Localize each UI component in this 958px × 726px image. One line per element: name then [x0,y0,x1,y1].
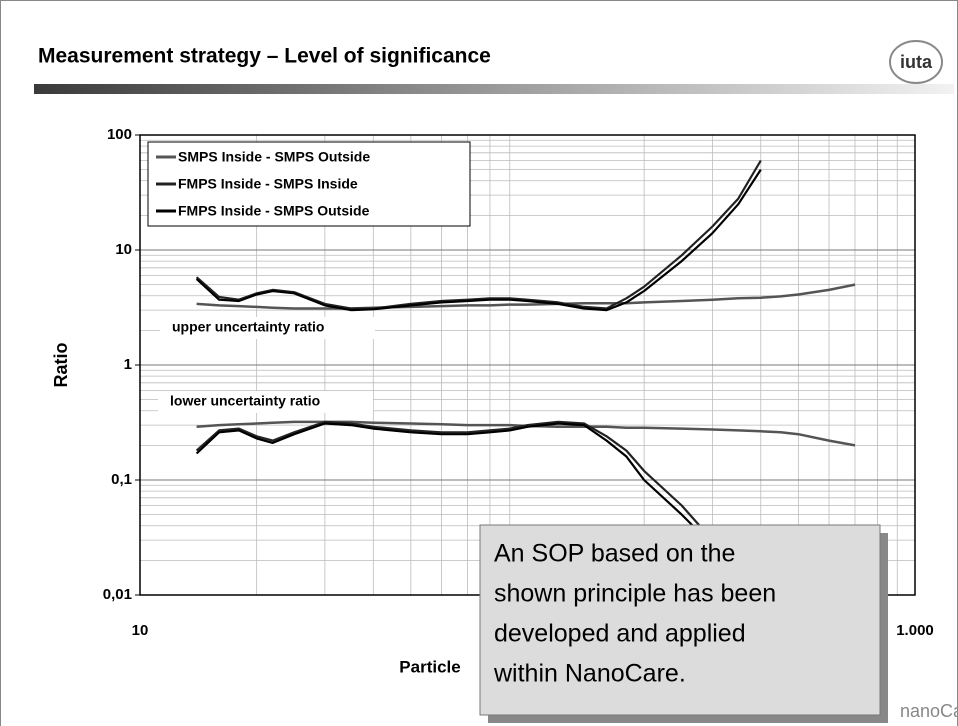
series-line [196,420,856,447]
series-line [195,169,762,312]
callout-line: shown principle has been [494,580,776,608]
slide-title: Measurement strategy – Level of signific… [38,45,491,68]
y-tick-label: 100 [107,126,132,143]
callout-line: within NanoCare. [493,660,686,688]
y-tick-label: 10 [115,241,132,258]
callout-line: developed and applied [494,620,746,648]
callout-box [479,524,881,716]
footer-logo: nanoCare [900,701,958,721]
logo-ring [889,40,943,84]
logo: iuta [900,52,933,72]
legend-box [147,141,471,227]
legend-label: SMPS Inside - SMPS Outside [178,149,370,165]
legend-label: FMPS Inside - SMPS Outside [178,203,370,219]
y-tick-label: 1 [124,356,132,373]
annotation-bg [158,391,373,413]
y-tick-label: 0,1 [111,471,132,488]
legend-label: FMPS Inside - SMPS Inside [178,176,358,192]
annotation-bg [160,317,375,339]
title-bar [34,84,954,94]
series-line [196,283,856,310]
callout-line: An SOP based on the [494,540,735,568]
y-axis-label: Ratio [51,342,71,387]
series-line [195,422,739,567]
annotation: lower uncertainty ratio [170,393,320,409]
y-tick-label: 0,01 [103,586,132,603]
x-tick-label: 1.000 [896,622,934,639]
series-line [195,420,739,562]
annotation: upper uncertainty ratio [172,319,324,335]
x-tick-label: 10 [132,622,149,639]
x-axis-label: Particle [399,657,460,676]
